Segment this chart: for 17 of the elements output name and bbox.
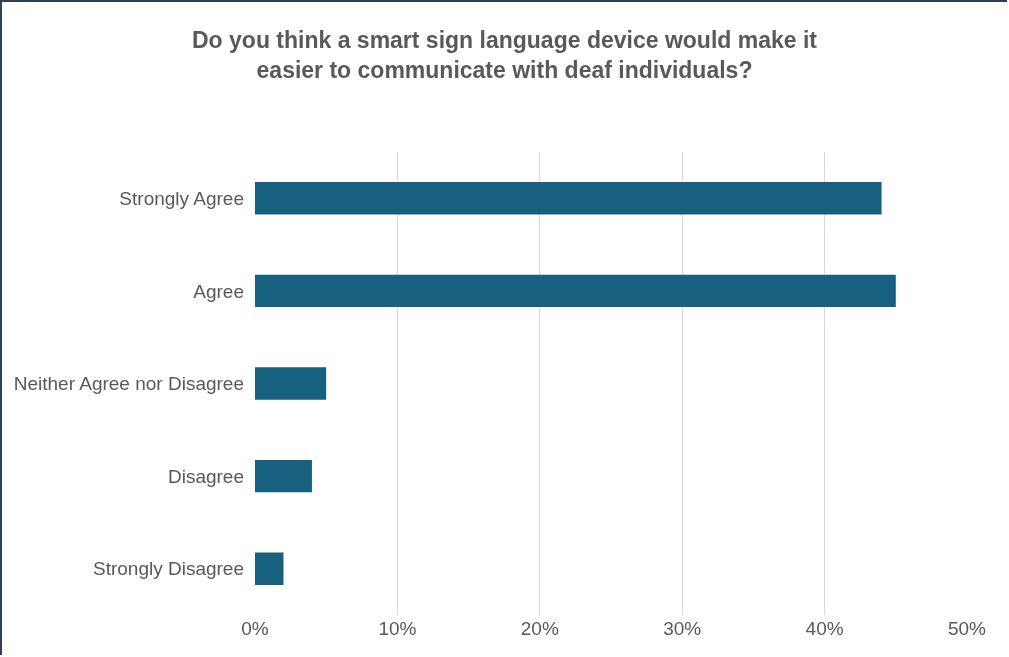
bar — [255, 274, 896, 308]
x-tick-label: 0% — [241, 618, 269, 639]
x-tick-label: 50% — [947, 618, 987, 639]
x-tick-label: 40% — [805, 618, 844, 639]
y-tick-label: Strongly Disagree — [92, 558, 244, 580]
bar — [255, 367, 327, 400]
y-tick-label: Agree — [193, 280, 244, 302]
x-tick-label: 30% — [663, 618, 702, 639]
x-tick-label: 10% — [378, 618, 417, 639]
bar — [255, 182, 882, 215]
y-tick-label: Neither Agree nor Disagree — [13, 373, 244, 395]
y-tick-label: Disagree — [167, 465, 244, 487]
y-tick-label: Strongly Agree — [119, 187, 244, 209]
x-tick-label: 20% — [520, 618, 559, 639]
bar — [255, 459, 312, 493]
bar — [255, 552, 284, 585]
chart-title: Do you think a smart sign language device would make it easier to communicate with deaf individuals? — [192, 26, 818, 83]
